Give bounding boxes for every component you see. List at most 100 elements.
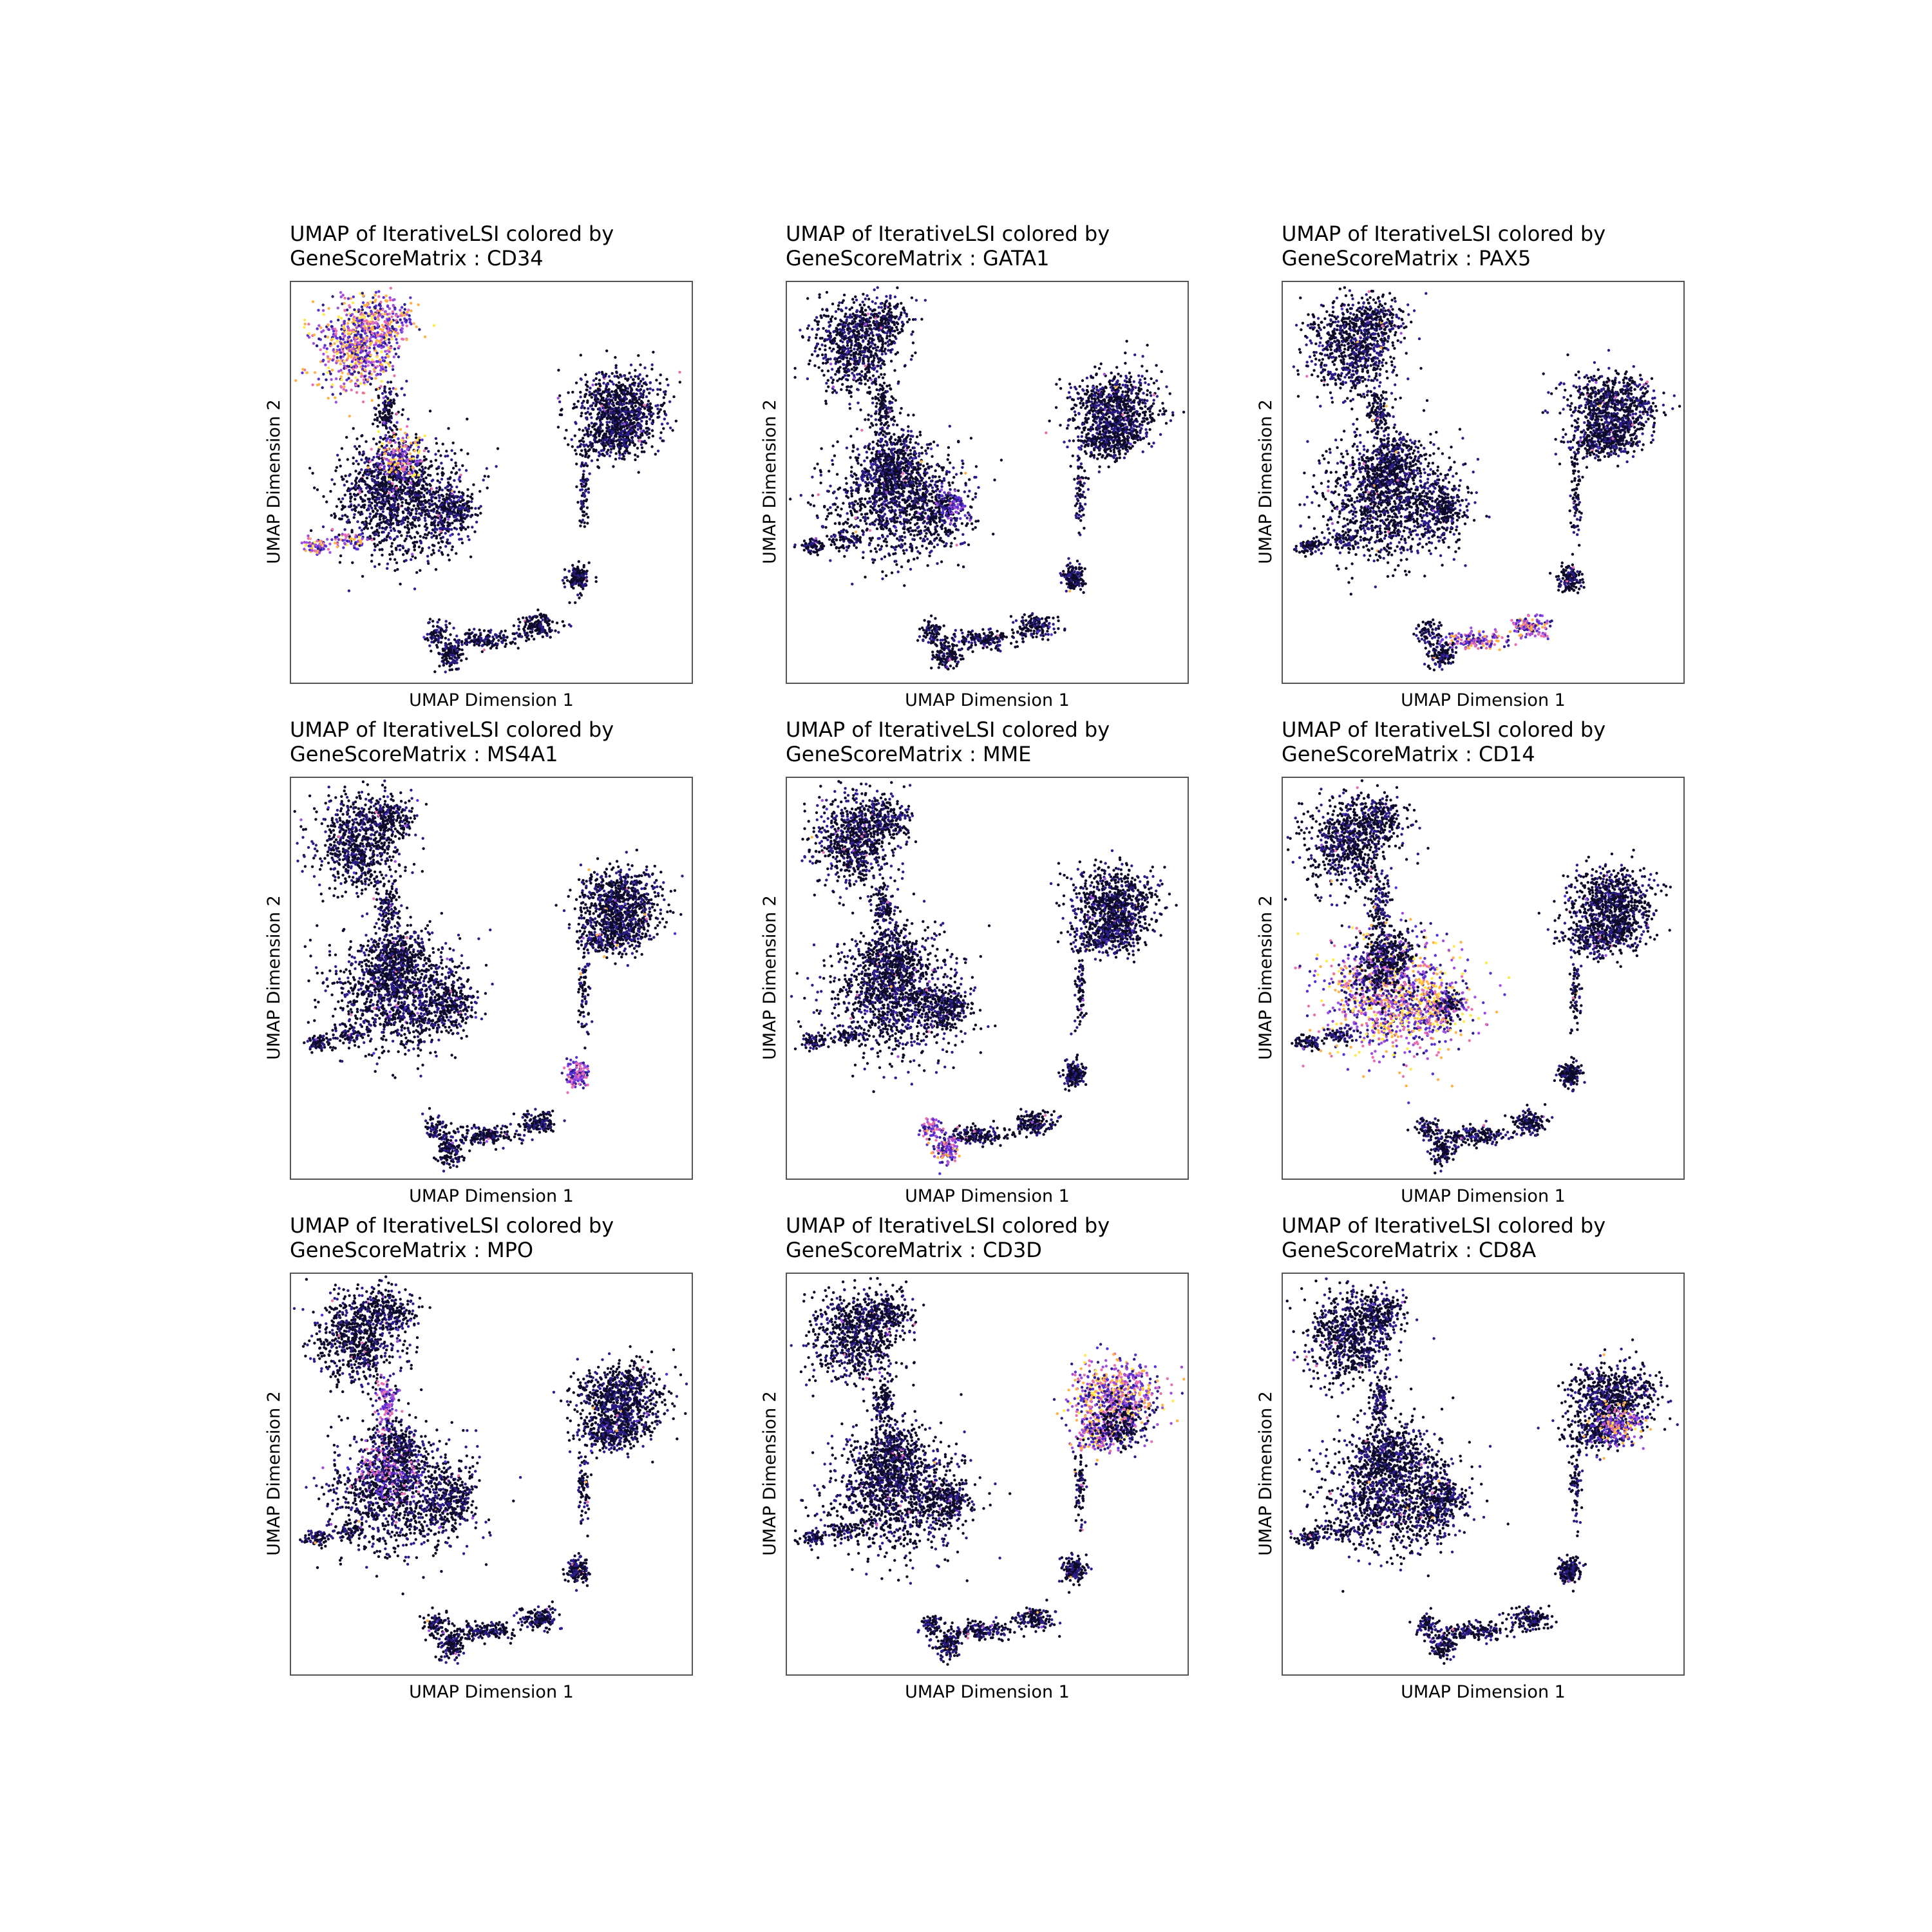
data-point: [638, 382, 641, 385]
data-point: [453, 490, 456, 493]
data-point: [339, 317, 343, 320]
data-point: [605, 421, 609, 424]
data-point: [618, 438, 621, 442]
data-point: [656, 388, 659, 391]
data-point: [582, 469, 585, 473]
data-point: [533, 638, 536, 641]
data-point: [430, 500, 433, 503]
data-point: [398, 449, 401, 453]
data-point: [378, 484, 381, 488]
data-point: [339, 362, 342, 366]
data-point: [537, 628, 540, 631]
data-point: [388, 440, 392, 444]
data-point: [626, 387, 630, 390]
data-point: [609, 416, 612, 419]
data-point: [622, 399, 625, 402]
data-point: [331, 295, 334, 298]
data-point: [360, 458, 363, 462]
data-point: [457, 490, 461, 494]
data-point: [435, 643, 439, 647]
data-point: [366, 357, 370, 360]
data-point: [454, 505, 457, 509]
data-point: [416, 502, 420, 506]
data-point: [393, 460, 396, 464]
data-point: [678, 381, 681, 384]
data-point: [589, 440, 592, 444]
data-point: [363, 527, 366, 531]
data-point: [396, 464, 399, 467]
data-point: [645, 433, 649, 436]
data-point: [886, 340, 889, 343]
data-point: [335, 505, 339, 508]
data-point: [581, 583, 584, 587]
data-point: [359, 351, 362, 354]
data-point: [373, 418, 377, 421]
data-point: [418, 436, 421, 439]
data-point: [432, 636, 435, 639]
data-point: [387, 431, 390, 434]
data-point: [389, 516, 392, 519]
data-point: [601, 439, 605, 442]
data-point: [438, 533, 441, 536]
data-point: [372, 516, 375, 519]
data-point: [380, 444, 384, 448]
data-point: [580, 378, 583, 381]
data-point: [460, 491, 464, 495]
data-point: [580, 412, 583, 415]
data-point: [396, 519, 399, 523]
data-point: [534, 629, 537, 632]
data-point: [432, 551, 435, 554]
data-point: [415, 540, 419, 544]
data-point: [448, 477, 451, 480]
data-point: [545, 631, 548, 635]
data-point: [610, 439, 613, 442]
data-point: [383, 473, 386, 476]
data-point: [621, 457, 624, 460]
data-point: [395, 535, 399, 538]
data-point: [429, 503, 432, 506]
data-point: [383, 336, 386, 339]
data-point: [435, 504, 439, 507]
data-point: [345, 308, 349, 312]
data-point: [639, 411, 643, 414]
data-point: [301, 368, 305, 371]
data-point: [615, 407, 618, 410]
data-point: [459, 653, 463, 656]
data-point: [561, 620, 564, 623]
data-point: [348, 368, 351, 372]
data-point: [390, 337, 394, 341]
data-point: [390, 460, 393, 464]
data-point: [349, 504, 353, 507]
data-point: [370, 491, 374, 495]
data-point: [579, 453, 582, 456]
data-point: [432, 324, 436, 327]
data-point: [370, 475, 374, 478]
data-point: [582, 510, 586, 514]
data-point: [444, 670, 447, 674]
data-point: [651, 435, 655, 438]
data-point: [433, 670, 437, 674]
data-point: [361, 500, 365, 503]
data-point: [362, 450, 365, 453]
data-point: [617, 446, 620, 449]
data-point: [361, 323, 365, 326]
data-point: [379, 436, 383, 440]
data-point: [384, 350, 387, 353]
data-point: [420, 500, 424, 504]
data-point: [620, 384, 624, 387]
plot-area: [786, 281, 1189, 684]
data-point: [415, 436, 418, 439]
data-point: [356, 540, 359, 543]
data-point: [595, 372, 598, 375]
data-point: [363, 311, 367, 315]
data-point: [361, 313, 365, 316]
data-point: [602, 445, 605, 448]
data-point: [427, 562, 430, 565]
data-point: [334, 538, 337, 541]
data-point: [347, 589, 351, 592]
data-point: [375, 417, 379, 420]
data-point: [614, 430, 618, 433]
data-point: [643, 407, 647, 410]
data-point: [624, 417, 627, 421]
data-point: [401, 483, 404, 487]
